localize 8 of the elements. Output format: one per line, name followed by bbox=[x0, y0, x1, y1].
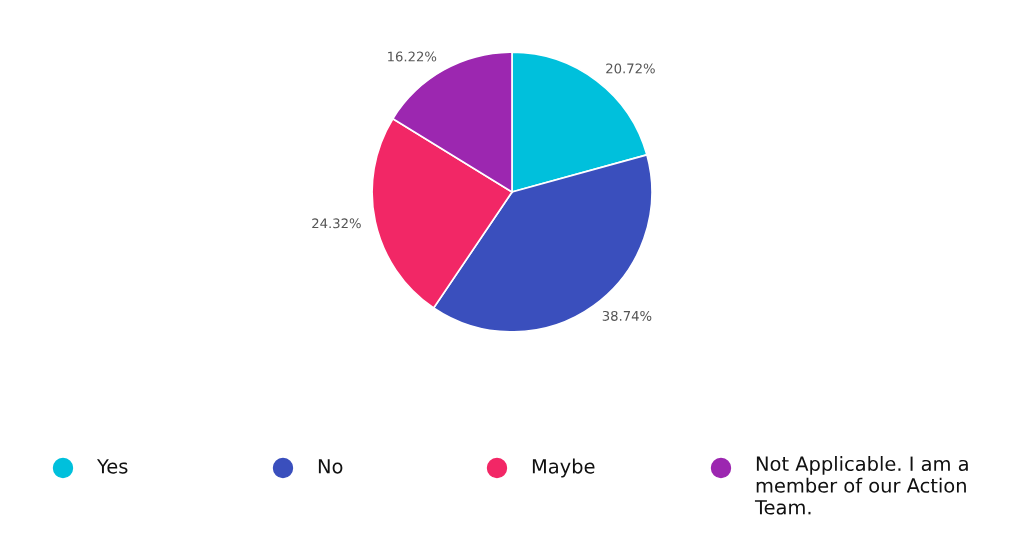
legend-label: Maybe bbox=[532, 458, 595, 478]
legend-label: Not Applicable. I am a member of our Action Team. bbox=[754, 456, 968, 515]
data-label: 24.32% bbox=[312, 218, 361, 229]
data-label: 16.22% bbox=[388, 51, 437, 62]
legend-label: No bbox=[318, 459, 343, 474]
legend-label: Yes bbox=[96, 459, 128, 474]
data-label: 20.72% bbox=[606, 63, 655, 74]
data-label: 38.74% bbox=[602, 310, 652, 321]
